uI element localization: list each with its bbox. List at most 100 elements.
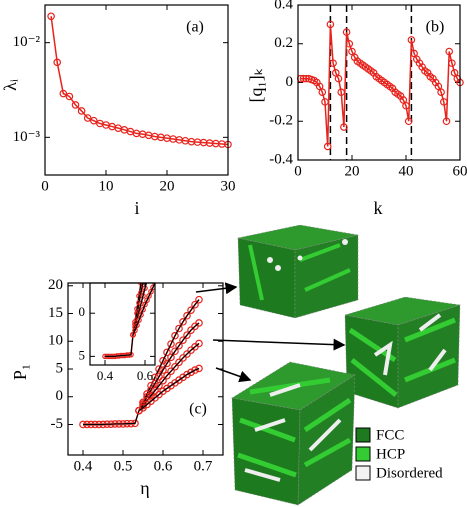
- point: [337, 88, 346, 96]
- point: [149, 264, 153, 268]
- point: [299, 74, 308, 83]
- panel-label: (a): [186, 19, 204, 36]
- point: [151, 379, 159, 388]
- series-line: [83, 410, 140, 426]
- point: [141, 268, 145, 272]
- point: [191, 366, 199, 374]
- x-axis-label: i: [134, 198, 139, 218]
- series-line: [300, 24, 461, 147]
- point: [159, 376, 167, 385]
- point: [157, 239, 161, 243]
- fit-line: [132, 283, 142, 335]
- point: [323, 142, 332, 151]
- point: [334, 74, 343, 83]
- point: [342, 28, 351, 36]
- fit-line: [132, 283, 144, 335]
- point: [439, 98, 448, 106]
- y-tick-label: 0: [56, 388, 64, 404]
- point: [326, 20, 335, 29]
- y-tick-label: 20: [48, 277, 63, 293]
- point: [183, 311, 191, 320]
- point: [183, 350, 191, 358]
- point: [175, 358, 183, 367]
- x-tick-label: 0.4: [97, 368, 114, 383]
- point: [65, 92, 74, 101]
- x-tick-label: 40: [399, 163, 414, 179]
- point: [183, 331, 191, 339]
- point: [134, 322, 140, 329]
- inset-plot: [102, 160, 165, 360]
- point: [163, 359, 171, 368]
- point: [147, 229, 151, 233]
- fit-line: [83, 410, 140, 426]
- point: [187, 368, 195, 377]
- point: [153, 251, 157, 255]
- point: [155, 215, 159, 219]
- x-tick-label: 0: [294, 163, 302, 179]
- point: [159, 233, 163, 237]
- point: [171, 362, 179, 371]
- point: [167, 340, 175, 348]
- point: [175, 341, 183, 350]
- point: [151, 386, 159, 395]
- point: [445, 47, 454, 56]
- point: [183, 370, 191, 379]
- point: [47, 12, 55, 21]
- point: [195, 319, 203, 327]
- y-tick-label: 10⁻³: [13, 129, 41, 145]
- point: [151, 257, 155, 261]
- point: [167, 367, 175, 376]
- legend-swatch: [355, 446, 371, 462]
- x-tick-label: 0.5: [114, 458, 133, 474]
- fit-line: [105, 334, 134, 357]
- point: [404, 117, 413, 126]
- point: [321, 98, 329, 106]
- fit-line: [138, 299, 200, 411]
- point: [149, 216, 153, 220]
- point: [161, 228, 165, 232]
- point: [144, 297, 150, 304]
- point: [143, 270, 147, 274]
- point: [159, 168, 163, 172]
- x-axis-label: k: [374, 198, 383, 218]
- point: [163, 371, 171, 380]
- point: [161, 160, 165, 164]
- x-tick-label: 10: [99, 178, 114, 194]
- point: [161, 267, 165, 271]
- plot-frame: [67, 282, 224, 456]
- point: [147, 386, 155, 394]
- y-tick-label: 5: [56, 360, 64, 376]
- point: [161, 196, 165, 200]
- y-tick-label: 10: [48, 333, 63, 349]
- point: [149, 240, 153, 244]
- x-axis-label: η: [140, 478, 149, 498]
- point: [151, 232, 155, 236]
- point: [187, 326, 195, 334]
- inset-background: [90, 283, 155, 365]
- x-tick-label: 0.4: [74, 458, 93, 474]
- point: [302, 74, 310, 83]
- point: [77, 107, 86, 115]
- legend-label: Disordered: [376, 465, 443, 481]
- point: [179, 318, 187, 326]
- x-tick-label: 20: [345, 163, 360, 179]
- point: [175, 324, 183, 333]
- point: [195, 295, 203, 304]
- y-tick-label: -0.4: [269, 151, 293, 167]
- y-tick-label: 0: [79, 304, 86, 319]
- point: [83, 114, 92, 122]
- y-tick-label: 0.2: [274, 35, 293, 51]
- y-tick-label: 15: [48, 305, 63, 321]
- y-axis-label: λᵢ: [0, 79, 20, 91]
- point: [187, 306, 195, 314]
- point: [145, 242, 149, 246]
- point: [318, 88, 327, 96]
- y-tick-label: 0.4: [274, 0, 293, 12]
- x-tick-label: 0.6: [154, 458, 173, 474]
- point: [329, 59, 337, 67]
- x-tick-label: 0: [41, 178, 49, 194]
- cube-snapshot: [231, 361, 356, 506]
- point: [345, 39, 354, 48]
- y-tick-label: 10⁻²: [13, 34, 41, 50]
